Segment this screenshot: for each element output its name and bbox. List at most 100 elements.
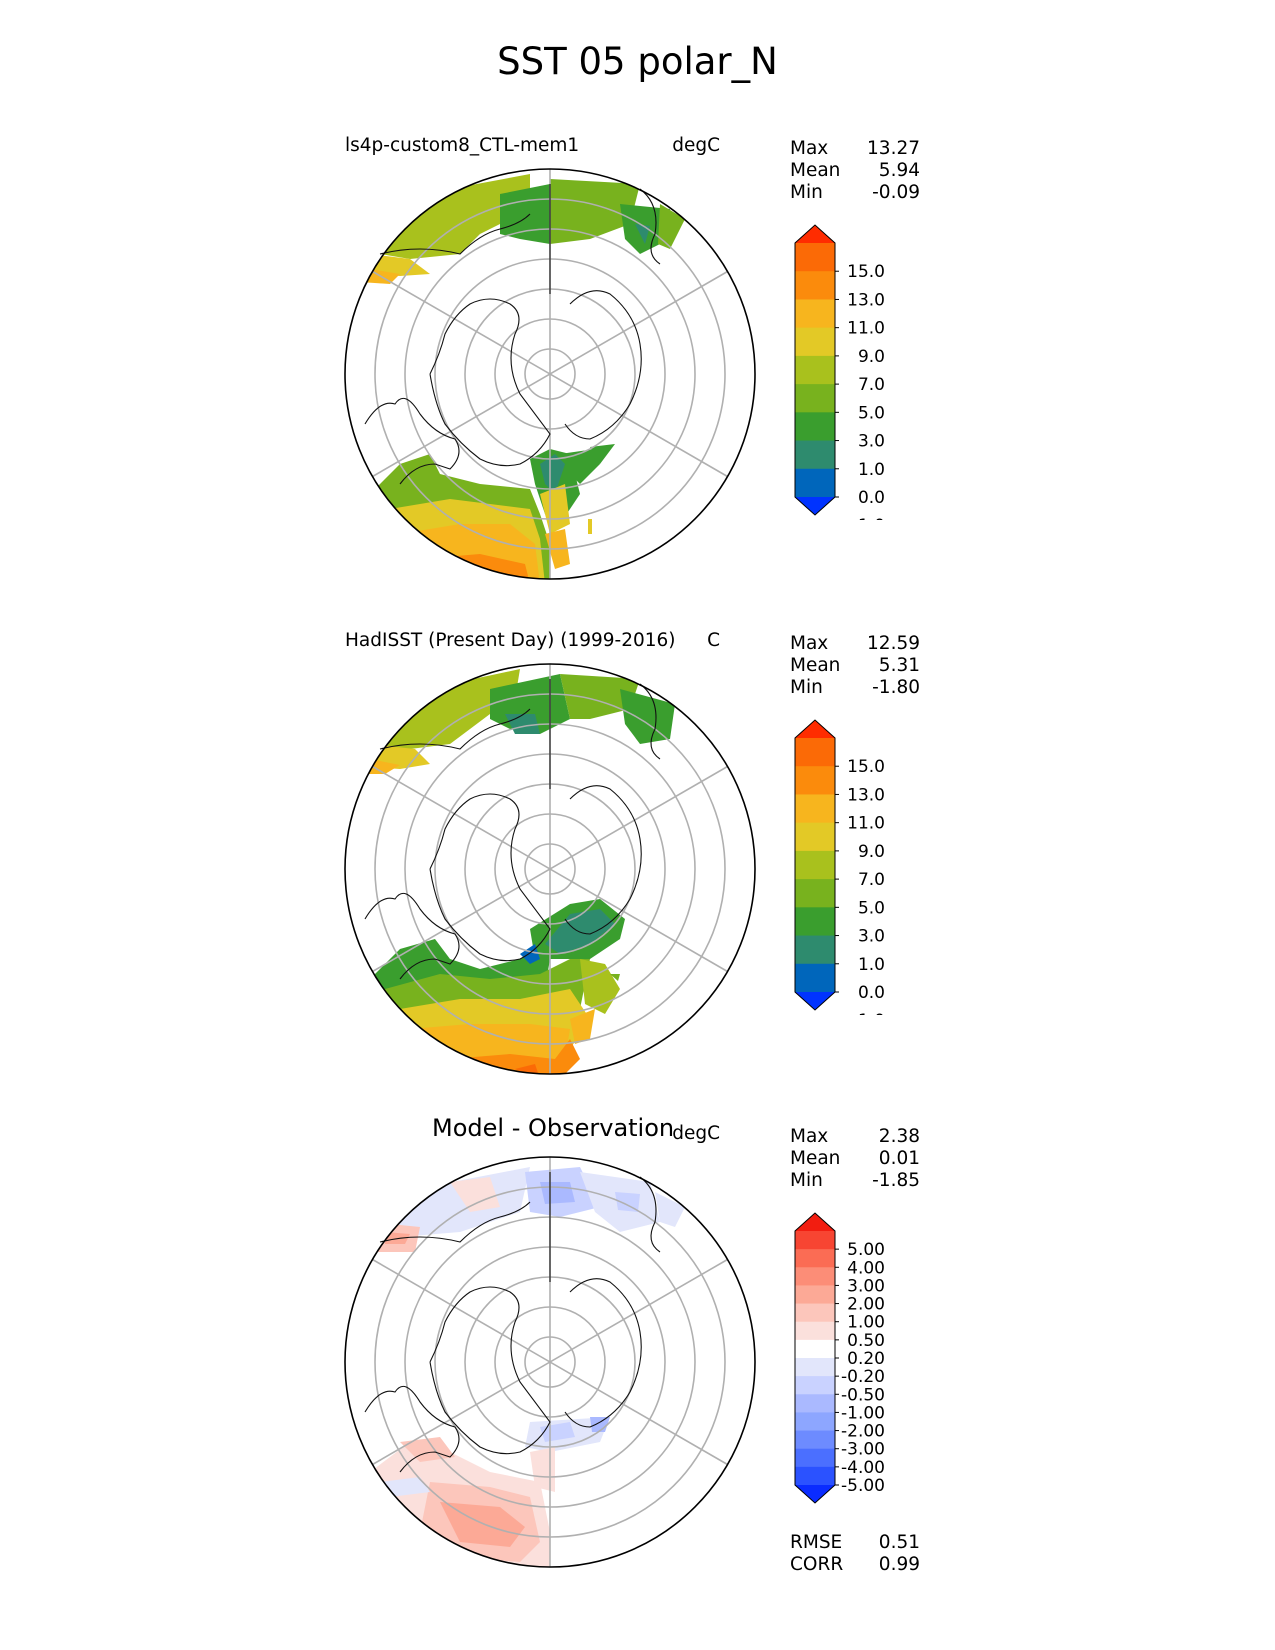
metric-rmse: RMSE 0.51 — [790, 1532, 920, 1554]
panel-difference: Model - Observation degC — [0, 1114, 1275, 1598]
coastlines — [364, 679, 661, 980]
colorbar-cell — [795, 1339, 835, 1359]
coastlines — [364, 184, 661, 485]
metric-corr: CORR 0.99 — [790, 1554, 920, 1576]
colorbar-tick-label: 5.0 — [858, 898, 885, 918]
colorbar-tick-label: 13.0 — [847, 785, 885, 805]
stat-label: Max — [790, 633, 829, 654]
stat-value: -1.85 — [872, 1170, 920, 1191]
stat-label: Min — [790, 182, 823, 203]
stat-label: Max — [790, 1126, 829, 1147]
panel-model: ls4p-custom8_CTL-mem1 degC — [0, 130, 1275, 600]
stat-max: Max 13.27 — [790, 138, 920, 160]
stats-block: Max 12.59 Mean 5.31 Min -1.80 — [790, 633, 920, 699]
colorbar-tick-label: 15.0 — [847, 757, 885, 777]
colorbar-cell — [795, 271, 835, 300]
colorbar-cell — [795, 1412, 835, 1432]
stat-mean: Mean 5.94 — [790, 160, 920, 182]
colorbar-tick-label: 4.00 — [847, 1258, 885, 1278]
stat-value: 2.38 — [878, 1126, 920, 1147]
colorbar-tick-label: 15.0 — [847, 262, 885, 282]
metric-value: 0.99 — [878, 1554, 920, 1575]
colorbar-tick-label: 9.0 — [858, 347, 885, 367]
colorbar-tick-label: 5.00 — [847, 1240, 885, 1260]
colorbar-tick-label: 9.0 — [858, 842, 885, 862]
colorbar-cell — [795, 1231, 835, 1250]
colorbar-tick-label: -4.00 — [841, 1458, 885, 1478]
colorbar-tick-label: -3.00 — [841, 1440, 885, 1460]
stat-mean: Mean 5.31 — [790, 655, 920, 677]
colorbar-cell — [795, 412, 835, 442]
colorbar-cell — [795, 935, 835, 965]
colorbar-cell — [795, 1358, 835, 1377]
colorbar-tick-label: 3.0 — [858, 927, 885, 947]
colorbar-cell — [795, 1394, 835, 1413]
colorbar-tick-label: 11.0 — [847, 814, 885, 834]
stat-value: 13.27 — [867, 138, 920, 159]
colorbar-cell — [795, 766, 835, 795]
polar-map-difference — [344, 1156, 756, 1568]
stat-value: 5.94 — [878, 160, 920, 181]
stat-value: -0.09 — [872, 182, 920, 203]
stat-min: Min -0.09 — [790, 182, 920, 204]
colorbar-cell — [795, 1376, 835, 1395]
colorbar-tick-label: 0.0 — [858, 983, 885, 1003]
sst-field — [345, 174, 685, 579]
colorbar-tick-label: 0.50 — [847, 1331, 885, 1351]
colorbar-extend-min — [795, 992, 835, 1010]
metrics-block: RMSE 0.51 CORR 0.99 — [790, 1532, 920, 1576]
colorbar-tick-label: 11.0 — [847, 319, 885, 339]
colorbar-cell — [795, 1267, 835, 1286]
colorbar-extend-max — [795, 1213, 835, 1231]
colorbar-tick-label: 0.0 — [858, 488, 885, 508]
colorbar-cell — [795, 355, 835, 385]
units-label: degC — [672, 135, 720, 156]
colorbar-tick-label: -1.0 — [852, 1011, 885, 1015]
stat-label: Min — [790, 677, 823, 698]
colorbar-cell — [795, 879, 835, 908]
stat-label: Mean — [790, 655, 841, 676]
colorbar-tick-label: 1.0 — [858, 460, 885, 480]
colorbar-tick-label: 3.0 — [858, 432, 885, 452]
colorbar-tick-label: -1.00 — [841, 1403, 885, 1423]
map-boundary — [344, 1156, 756, 1568]
coastlines — [364, 1172, 661, 1473]
colorbar-extend-min — [795, 1485, 835, 1503]
colorbar-cell — [795, 1303, 835, 1323]
colorbar-extend-min — [795, 497, 835, 515]
colorbar-tick-label: 1.0 — [858, 955, 885, 975]
stat-max: Max 12.59 — [790, 633, 920, 655]
colorbar-cell — [795, 384, 835, 413]
colorbar: 5.004.003.002.001.000.500.20-0.20-0.50-1… — [794, 1212, 885, 1504]
stat-max: Max 2.38 — [790, 1126, 920, 1148]
figure-title: SST 05 polar_N — [497, 40, 778, 83]
colorbar-tick-label: 3.00 — [847, 1276, 885, 1296]
polar-map-observation — [344, 663, 756, 1075]
colorbar-tick-label: 13.0 — [847, 290, 885, 310]
colorbar-tick-label: 0.20 — [847, 1349, 885, 1369]
panel-title: Model - Observation — [432, 1114, 675, 1142]
colorbar-cell — [795, 1466, 835, 1486]
panel-title: ls4p-custom8_CTL-mem1 — [345, 135, 580, 156]
colorbar-tick-label: -5.00 — [841, 1476, 885, 1496]
units-label: C — [707, 630, 720, 651]
colorbar-cell — [795, 738, 835, 767]
stat-min: Min -1.80 — [790, 677, 920, 699]
colorbar-cell — [795, 850, 835, 880]
colorbar-tick-label: 1.00 — [847, 1313, 885, 1333]
colorbar-cell — [795, 1430, 835, 1450]
colorbar-cell — [795, 907, 835, 937]
panel-title: HadISST (Present Day) (1999-2016) — [345, 630, 676, 651]
colorbar-tick-label: -1.0 — [852, 516, 885, 520]
map-boundary — [344, 663, 756, 1075]
stat-mean: Mean 0.01 — [790, 1148, 920, 1170]
colorbar-cell — [795, 440, 835, 470]
colorbar-extend-max — [795, 720, 835, 738]
colorbar: 15.0 13.0 11.0 9.0 7.0 5.0 3.0 1.0 0.0 -1.0 — [794, 224, 885, 520]
stat-value: -1.80 — [872, 677, 920, 698]
colorbar-tick-label: 7.0 — [858, 870, 885, 890]
stat-label: Mean — [790, 1148, 841, 1169]
colorbar-cell — [795, 1321, 835, 1341]
stat-value: 0.01 — [878, 1148, 920, 1169]
colorbar-cell — [795, 1285, 835, 1305]
